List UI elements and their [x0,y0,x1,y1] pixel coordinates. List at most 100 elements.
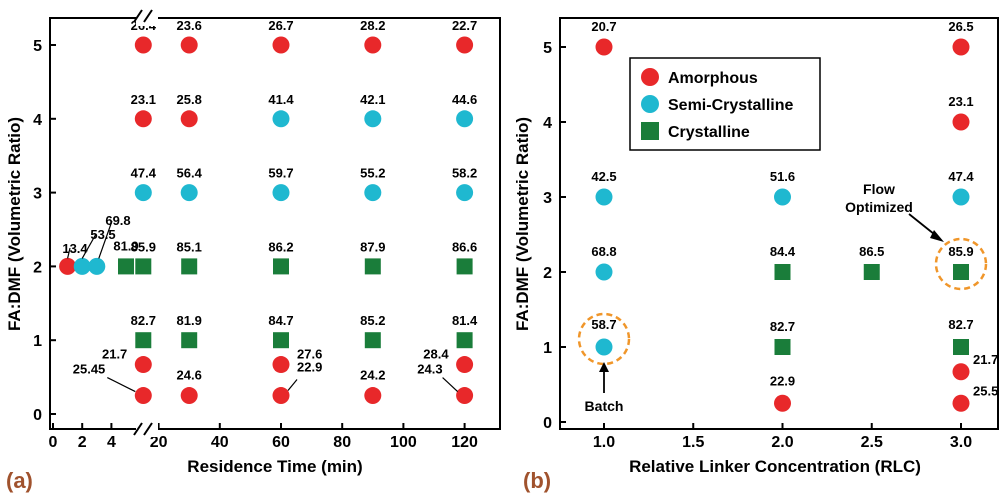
data-point-semi-crystalline [134,184,152,202]
legend-entry-label: Crystalline [668,124,750,141]
data-label: 21.7 [102,347,127,362]
data-label: 24.3 [417,362,442,377]
panel-a-frame [49,17,501,430]
y-tick-label-b: 2 [543,265,552,282]
data-point-semi-crystalline [952,188,970,206]
data-point-crystalline [774,339,791,355]
y-tick-label-a: 3 [33,186,42,203]
data-label: 82.7 [948,317,973,332]
data-label: 59.7 [268,166,293,181]
data-point-crystalline [953,264,969,280]
data-label: 87.9 [360,239,385,254]
data-label: 23.1 [131,92,156,107]
data-point-semi-crystalline [595,338,613,356]
data-point-crystalline [364,258,381,275]
data-label: 21.7 [973,352,998,367]
data-label: 13.4 [62,241,88,256]
data-point-semi-crystalline [272,110,290,128]
data-point-crystalline [118,258,134,275]
data-point-crystalline [135,258,152,275]
data-label: 58.2 [452,166,477,181]
y-tick-label-a: 4 [33,112,42,129]
data-point-crystalline [456,258,473,275]
x-axis-label-b: Relative Linker Concentration (RLC) [629,457,921,476]
data-label: 26.5 [948,19,973,34]
data-point-amorphous [952,113,970,131]
data-point-amorphous [952,38,970,56]
axis-break-bottom [133,421,158,437]
data-label: 25.8 [177,92,202,107]
y-tick-label-b: 5 [543,40,552,57]
label-leader-line [98,220,113,259]
data-point-amorphous [456,356,474,374]
panel-label-a: (a) [6,468,33,493]
data-label: 53.5 [90,227,115,242]
label-leader-line [81,233,97,259]
panel-label-b: (b) [523,468,551,493]
data-label: 85.1 [177,239,202,254]
data-label: 58.7 [591,317,616,332]
data-label: 55.2 [360,166,385,181]
data-label: 82.7 [770,319,795,334]
annotation-flow-line2: Optimized [845,199,913,215]
y-tick-label-a: 0 [33,407,42,424]
annotation-batch: Batch [585,398,624,414]
data-label: 81.4 [452,313,478,328]
axis-break-top [133,9,158,26]
data-point-semi-crystalline [88,257,106,275]
y-tick-label-a: 5 [33,38,42,55]
data-point-amorphous [272,356,290,374]
data-point-amorphous [364,387,382,405]
data-point-amorphous [952,394,970,412]
data-point-amorphous [134,387,152,405]
data-label: 41.4 [268,92,294,107]
data-point-crystalline [364,332,381,349]
y-axis-label-b: FA:DMF (Volumetric Ratio) [513,117,532,331]
data-point-semi-crystalline [595,188,613,206]
data-point-semi-crystalline [272,184,290,202]
data-label: 47.4 [948,169,974,184]
data-label: 86.2 [268,239,293,254]
x-tick-label-a: 4 [107,434,116,451]
x-tick-label-a: 0 [49,434,58,451]
data-label: 24.6 [177,368,202,383]
data-label: 85.9 [131,239,156,254]
data-point-crystalline [863,264,880,280]
x-tick-label-b: 1.5 [682,434,704,451]
data-point-amorphous [180,110,198,128]
data-point-semi-crystalline [364,184,382,202]
data-label: 42.5 [591,169,616,184]
data-label: 86.5 [859,244,884,259]
data-label: 22.7 [452,18,477,33]
legend-marker-crystalline [641,122,659,140]
x-tick-label-a: 120 [451,434,478,451]
data-label: 56.4 [177,166,203,181]
x-tick-label-b: 3.0 [950,434,972,451]
legend-entry-label: Amorphous [668,70,758,87]
data-label: 69.8 [105,213,130,228]
x-tick-label-a: 80 [333,434,351,451]
data-label: 68.8 [591,244,616,259]
data-point-amorphous [134,36,152,54]
data-point-amorphous [456,36,474,54]
data-point-amorphous [774,394,791,412]
data-point-amorphous [272,36,290,54]
legend-marker [641,95,659,113]
data-point-amorphous [180,36,198,54]
panel-b-frame [559,17,999,430]
data-label: 25.45 [73,362,106,377]
data-label: 23.6 [177,18,202,33]
data-point-crystalline [774,264,791,280]
data-label: 44.6 [452,92,477,107]
legend-marker [641,68,659,86]
data-point-amorphous [59,257,77,275]
highlight-circle [934,237,988,291]
data-label: 81.9 [177,313,202,328]
data-point-amorphous [595,38,613,56]
data-point-crystalline [273,332,289,349]
data-point-amorphous [272,387,290,405]
data-label: 51.6 [770,169,795,184]
arrow-head-icon [599,362,609,372]
data-label: 81.9 [113,238,138,253]
